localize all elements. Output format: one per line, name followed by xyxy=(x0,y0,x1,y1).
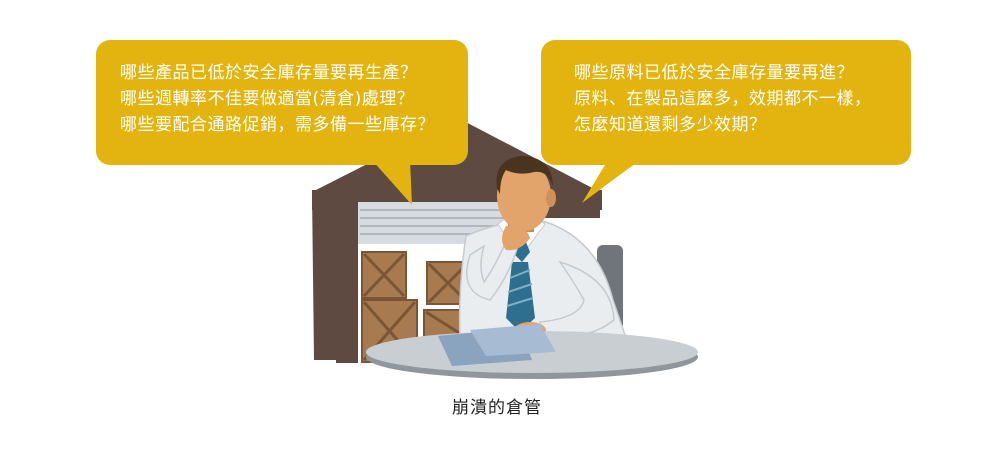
speech-bubble-right xyxy=(541,40,911,203)
crate xyxy=(361,251,407,299)
left-bubble-line: 哪些產品已低於安全庫存量要再生產？ xyxy=(120,63,418,83)
right-bubble-line: 原料、在製品這麼多，效期都不一樣， xyxy=(574,89,872,109)
roller-door xyxy=(358,202,518,244)
document xyxy=(470,324,556,356)
right-bubble-text: 哪些原料已低於安全庫存量要再進？ 原料、在製品這麼多，效期都不一樣， 怎麼知道還… xyxy=(574,60,872,138)
desk xyxy=(366,324,698,379)
left-bubble-line: 哪些週轉率不佳要做適當(清倉)處理？ xyxy=(120,89,415,109)
caption: 崩潰的倉管 xyxy=(452,398,542,418)
right-bubble-line: 哪些原料已低於安全庫存量要再進？ xyxy=(574,63,854,83)
speech-bubble-left xyxy=(96,40,468,205)
left-bubble-text: 哪些產品已低於安全庫存量要再生產？ 哪些週轉率不佳要做適當(清倉)處理？ 哪些要… xyxy=(120,60,435,138)
left-bubble-line: 哪些要配合通路促銷，需多備一些庫存？ xyxy=(120,115,435,135)
warehouse-manager xyxy=(458,156,628,339)
right-bubble-line: 怎麼知道還剩多少效期？ xyxy=(574,115,767,135)
